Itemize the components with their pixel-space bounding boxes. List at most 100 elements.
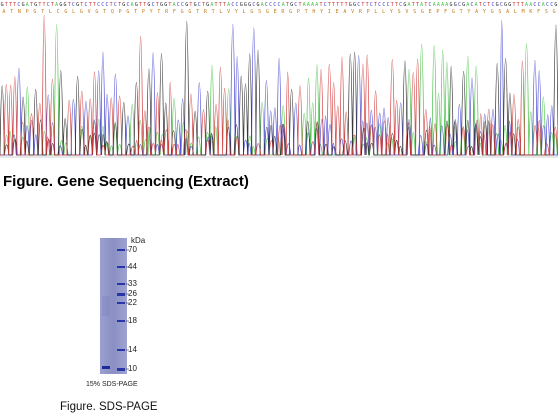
nucleotide-letter: G	[240, 2, 243, 8]
nucleotide-letter: T	[219, 2, 222, 8]
nucleotide-letter: G	[206, 2, 209, 8]
nucleotide-letter: T	[340, 2, 343, 8]
nucleotide-letter: C	[546, 2, 549, 8]
nucleotide-letter: T	[110, 2, 113, 8]
nucleotide-letter: C	[277, 2, 280, 8]
nucleotide-letter: C	[17, 2, 20, 8]
kda-unit-label: kDa	[131, 236, 146, 245]
nucleotide-letter: T	[345, 2, 348, 8]
nucleotide-letter: T	[118, 2, 121, 8]
nucleotide-letter: G	[496, 2, 499, 8]
amino-acid-letter: A	[475, 9, 478, 15]
nucleotide-letter: C	[500, 2, 503, 8]
amino-acid-letter: G	[421, 9, 424, 15]
amino-acid-letter: I	[328, 9, 331, 15]
amino-acid-letter: R	[359, 9, 363, 15]
nucleotide-letter: G	[244, 2, 247, 8]
nucleotide-letter: C	[181, 2, 184, 8]
nucleotide-letter: C	[269, 2, 272, 8]
nucleotide-letter: C	[85, 2, 88, 8]
amino-acid-letter: R	[204, 9, 208, 15]
nucleotide-letter: A	[475, 2, 478, 8]
nucleotide-letter: G	[454, 2, 457, 8]
nucleotide-letter: G	[508, 2, 511, 8]
amino-acid-letter: G	[250, 9, 253, 15]
amino-acid-letter: F	[173, 9, 176, 15]
nucleotide-letter: C	[370, 2, 373, 8]
marker-label: 33	[128, 279, 137, 288]
sds-page-gel	[98, 236, 146, 376]
nucleotide-letter: C	[458, 2, 461, 8]
nucleotide-letter: G	[59, 2, 62, 8]
nucleotide-letter: G	[1, 2, 4, 8]
nucleotide-letter: C	[294, 2, 297, 8]
nucleotide-letter: T	[286, 2, 289, 8]
marker-label: 22	[128, 298, 137, 307]
sequencing-caption: Figure. Gene Sequencing (Extract)	[3, 173, 249, 190]
amino-acid-letter: S	[545, 9, 548, 15]
amino-acid-letter: Y	[235, 9, 238, 15]
nucleotide-letter: T	[424, 2, 427, 8]
nucleotide-letter: A	[466, 2, 469, 8]
nucleotide-letter: C	[399, 2, 402, 8]
ladder-band	[117, 349, 125, 351]
amino-acid-letter: T	[157, 9, 160, 15]
amino-acid-letter: G	[126, 9, 129, 15]
amino-acid-letter: G	[181, 9, 184, 15]
nucleotide-letter: T	[479, 2, 482, 8]
amino-acid-letter: V	[405, 9, 408, 15]
amino-acid-letter: S	[398, 9, 401, 15]
amino-acid-letter: G	[266, 9, 269, 15]
amino-acid-letter: V	[351, 9, 354, 15]
nucleotide-letter: C	[429, 2, 432, 8]
nucleotide-letter: C	[177, 2, 180, 8]
amino-acid-letter: R	[281, 9, 285, 15]
amino-acid-letter: A	[506, 9, 509, 15]
nucleotide-letter: C	[265, 2, 268, 8]
nucleotide-letter: A	[525, 2, 528, 8]
nucleotide-letter: C	[97, 2, 100, 8]
amino-acid-letter: T	[10, 9, 13, 15]
amino-acid-letter: T	[460, 9, 463, 15]
nucleotide-letter: G	[194, 2, 197, 8]
nucleotide-letter: T	[512, 2, 515, 8]
amino-acid-letter: G	[33, 9, 36, 15]
amino-acid-letter: T	[212, 9, 215, 15]
ladder-band	[117, 283, 125, 285]
nucleotide-letter: C	[324, 2, 327, 8]
nucleotide-letter: A	[261, 2, 264, 8]
amino-acid-letter: G	[289, 9, 292, 15]
nucleotide-letter: C	[126, 2, 129, 8]
amino-acid-letter: T	[305, 9, 308, 15]
nucleotide-letter: T	[223, 2, 226, 8]
nucleotide-letter: T	[336, 2, 339, 8]
amino-acid-letter: N	[18, 9, 21, 15]
nucleotide-letter: A	[282, 2, 285, 8]
nucleotide-letter: T	[517, 2, 520, 8]
amino-acid-letter: L	[72, 9, 75, 15]
nucleotide-letter: C	[152, 2, 155, 8]
nucleotide-letter: T	[391, 2, 394, 8]
amino-acid-letter: T	[103, 9, 106, 15]
nucleotide-letter: G	[554, 2, 557, 8]
amino-acid-letter: P	[142, 9, 145, 15]
nucleotide-letter: G	[164, 2, 167, 8]
amino-acid-letter: V	[227, 9, 230, 15]
nucleotide-letter: G	[290, 2, 293, 8]
amino-acid-letter: P	[436, 9, 439, 15]
marker-label: 18	[128, 316, 137, 325]
nucleotide-letter: G	[462, 2, 465, 8]
nucleotide-letter: A	[26, 2, 29, 8]
nucleotide-letter: T	[521, 2, 524, 8]
nucleotide-letter: A	[420, 2, 423, 8]
sample-smear	[102, 296, 110, 316]
amino-acid-letter: G	[95, 9, 98, 15]
nucleotide-letter: G	[160, 2, 163, 8]
amino-acid-letter: E	[336, 9, 339, 15]
amino-acid-letter: G	[553, 9, 556, 15]
nucleotide-letter: T	[395, 2, 398, 8]
marker-label: 10	[128, 364, 137, 373]
amino-acid-letter: H	[312, 9, 315, 15]
nucleotide-letter: T	[189, 2, 192, 8]
